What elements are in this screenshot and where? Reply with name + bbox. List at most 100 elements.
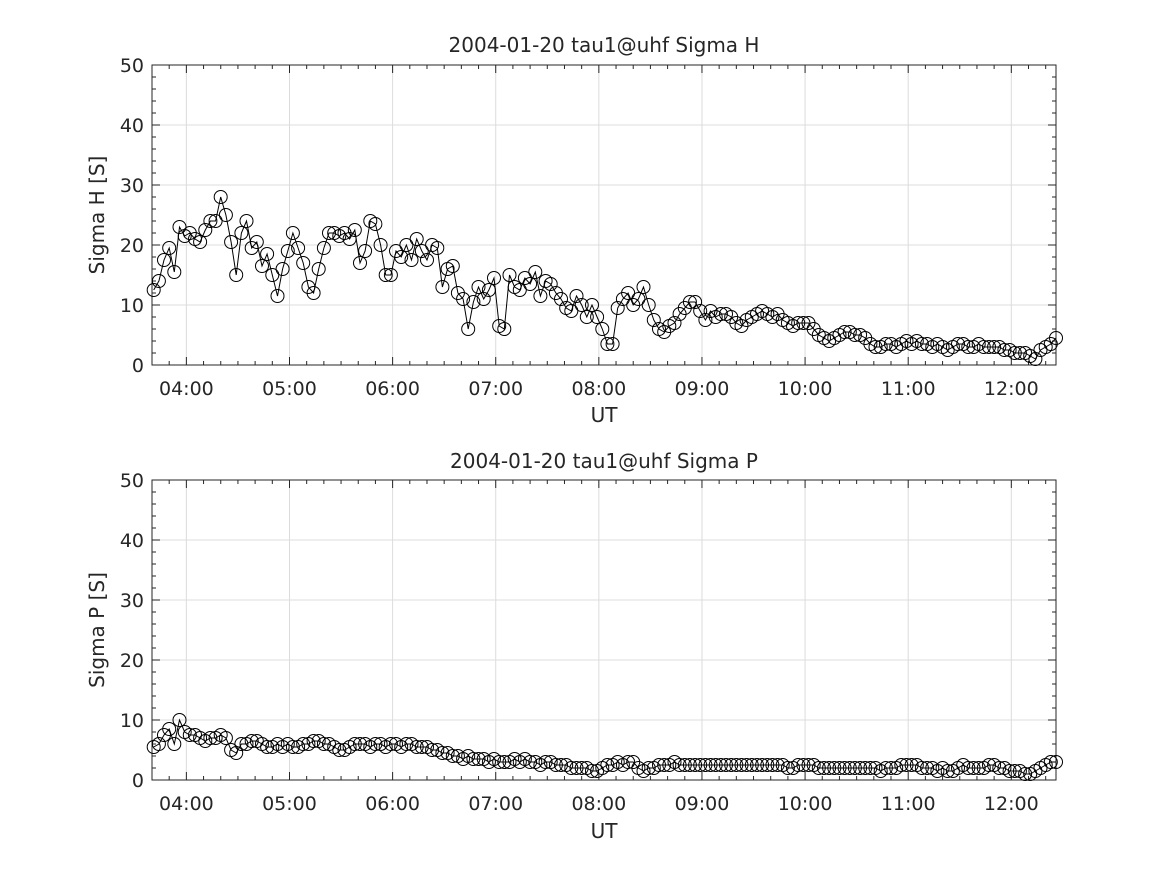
data-point [280, 244, 295, 258]
x-tick-label: 12:00 [984, 793, 1039, 815]
data-point [399, 238, 414, 252]
y-tick-label: 0 [132, 770, 144, 792]
data-point [218, 731, 233, 745]
data-point [523, 755, 538, 769]
data-point [533, 289, 548, 303]
data-point [162, 722, 177, 736]
data-point [652, 758, 666, 772]
data-point [817, 761, 831, 775]
x-tick-label: 08:00 [571, 378, 626, 400]
data-point [688, 758, 703, 772]
data-point [409, 232, 424, 246]
data-point [569, 761, 584, 775]
data-point [1007, 764, 1022, 778]
data-point [863, 761, 878, 775]
data-point [884, 761, 898, 775]
y-tick-label: 10 [120, 710, 144, 732]
y-tick-label: 20 [120, 235, 144, 257]
data-point [538, 755, 553, 769]
data-point [595, 322, 610, 336]
data-point [842, 761, 857, 775]
data-point [951, 337, 965, 351]
data-point [157, 253, 171, 267]
data-point [610, 301, 625, 315]
data-point [414, 740, 429, 754]
data-point [466, 295, 481, 309]
chart-title-sigma-h: 2004-01-20 tau1@uhf Sigma H [449, 33, 760, 57]
x-tick-label: 04:00 [159, 378, 214, 400]
data-point [445, 749, 460, 763]
data-point [682, 295, 697, 309]
x-tick-label: 10:00 [778, 378, 833, 400]
data-point [894, 758, 909, 772]
data-point [425, 743, 440, 757]
data-point [878, 337, 893, 351]
grid [152, 479, 1056, 781]
data-point [811, 761, 826, 775]
data-point [347, 223, 362, 237]
data-point [316, 241, 331, 255]
data-point [435, 746, 450, 760]
data-point [378, 268, 393, 282]
data-point [858, 761, 873, 775]
data-point [497, 755, 512, 769]
data-point [682, 758, 697, 772]
data-point [244, 734, 259, 748]
data-point [234, 226, 249, 240]
y-tick-label: 50 [120, 470, 144, 492]
data-point [641, 761, 656, 775]
data-point [914, 761, 929, 775]
x-tick-label: 05:00 [262, 793, 317, 815]
data-point [760, 758, 775, 772]
data-point [693, 758, 708, 772]
y-tick-label: 40 [120, 530, 144, 552]
data-point [585, 764, 599, 778]
data-point [574, 298, 589, 312]
data-point [151, 274, 166, 288]
data-point [316, 737, 331, 751]
data-point [1012, 346, 1027, 360]
axes: 0 10 20 30 40 50 04:00 05:00 06:00 07:00 08:00 09:0… [120, 55, 1057, 400]
data-point [693, 304, 708, 318]
y-tick-label: 0 [132, 355, 144, 377]
data-point [780, 761, 795, 775]
data-point [1028, 352, 1043, 366]
data-point [744, 758, 759, 772]
data-point [878, 761, 893, 775]
y-axis-label-sigma-h: Sigma H [S] [85, 156, 109, 275]
data-point [719, 758, 733, 772]
x-tick-label: 09:00 [675, 793, 730, 815]
data-point [368, 737, 383, 751]
x-tick-label: 11:00 [881, 793, 936, 815]
data-point [265, 268, 280, 282]
data-point [275, 262, 290, 276]
sigma-h-panel: 2004-01-20 tau1@uhf Sigma H UT Sigma H [… [85, 33, 1063, 427]
data-point [151, 737, 166, 751]
data-point [548, 758, 563, 772]
data-point [456, 292, 471, 306]
data-point [837, 761, 852, 775]
data-point [847, 761, 862, 775]
data-point [796, 758, 811, 772]
data-point [353, 737, 367, 751]
data-point [404, 253, 419, 267]
data-point [218, 208, 233, 222]
data-point [167, 737, 182, 751]
data-point [471, 280, 486, 294]
data-point [698, 758, 713, 772]
data-point [832, 761, 847, 775]
data-point [445, 259, 460, 273]
data-point [966, 761, 981, 775]
data-point [383, 268, 398, 282]
data-point [837, 325, 852, 339]
data-point [1049, 755, 1063, 769]
data-point [285, 740, 300, 754]
x-tick-label: 11:00 [881, 378, 936, 400]
data-point [420, 253, 434, 267]
data-point [631, 292, 646, 306]
data-point [646, 313, 661, 327]
data-point [739, 758, 754, 772]
data-point [770, 758, 785, 772]
data-point [961, 761, 976, 775]
